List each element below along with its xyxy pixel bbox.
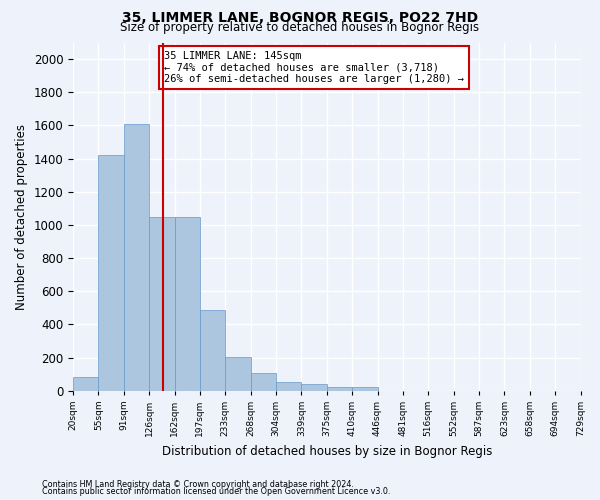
Bar (98, 156, 124, 391)
Y-axis label: Number of detached properties: Number of detached properties (15, 124, 28, 310)
Bar (251, 374, 276, 391)
Bar (301, 384, 327, 391)
Bar (352, 388, 377, 391)
Text: 35 LIMMER LANE: 145sqm
← 74% of detached houses are smaller (3,718)
26% of semi-: 35 LIMMER LANE: 145sqm ← 74% of detached… (164, 51, 464, 84)
Bar (276, 382, 301, 391)
Bar (175, 216, 200, 391)
Bar (124, 124, 149, 391)
Bar (149, 216, 175, 391)
Bar (225, 357, 251, 391)
Bar (200, 310, 225, 391)
X-axis label: Distribution of detached houses by size in Bognor Regis: Distribution of detached houses by size … (161, 444, 492, 458)
Text: Size of property relative to detached houses in Bognor Regis: Size of property relative to detached ho… (121, 22, 479, 35)
Text: 35, LIMMER LANE, BOGNOR REGIS, PO22 7HD: 35, LIMMER LANE, BOGNOR REGIS, PO22 7HD (122, 12, 478, 26)
Bar (73, 378, 98, 391)
Bar (327, 386, 352, 391)
Text: Contains public sector information licensed under the Open Government Licence v3: Contains public sector information licen… (42, 487, 391, 496)
Text: Contains HM Land Registry data © Crown copyright and database right 2024.: Contains HM Land Registry data © Crown c… (42, 480, 354, 489)
